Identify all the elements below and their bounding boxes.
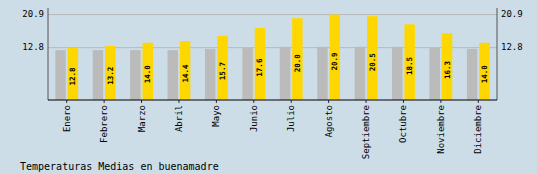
bar <box>55 50 65 100</box>
bar <box>292 18 302 100</box>
bar <box>255 28 265 100</box>
x-tick-label: Enero <box>62 105 72 132</box>
x-tick <box>440 100 441 103</box>
x-tick <box>328 100 329 103</box>
data-label: 20.0 <box>293 54 302 73</box>
x-tick-label: Marzo <box>137 105 147 132</box>
bar <box>142 43 152 100</box>
title: Temperaturas Medias en buenamadre <box>20 161 219 172</box>
bar <box>467 49 477 100</box>
data-label: 14.4 <box>181 64 190 83</box>
data-label: 14.0 <box>143 65 152 84</box>
bar <box>242 48 252 100</box>
bar <box>168 50 178 100</box>
x-tick-label: Febrero <box>99 105 109 143</box>
y2-axis-line <box>497 8 498 100</box>
data-label: 12.8 <box>68 67 77 86</box>
chart-container: 12.8 20.9 12.8 20.9 12.8 13.2 14.0 14.4 15.7 17.6… <box>0 0 537 174</box>
bar <box>479 43 489 100</box>
x-tick <box>216 100 217 103</box>
bar <box>130 50 140 100</box>
bar <box>367 16 377 100</box>
bar <box>105 46 115 100</box>
bars <box>55 15 489 100</box>
data-label: 16.3 <box>443 60 452 79</box>
x-tick-label: Diciembre <box>473 105 483 154</box>
x-tick <box>403 100 404 103</box>
data-label: 15.7 <box>218 62 227 80</box>
y-tick-label: 20.9 <box>22 9 44 19</box>
bar <box>180 41 190 100</box>
y2-tick-label: 20.9 <box>501 9 523 19</box>
y-axis-line <box>48 8 49 100</box>
x-tick <box>104 100 105 103</box>
x-tick <box>478 100 479 103</box>
bar <box>217 36 227 100</box>
data-label: 17.6 <box>255 58 264 77</box>
x-tick <box>291 100 292 103</box>
grid-line <box>48 14 497 15</box>
x-tick-label: Junio <box>249 105 259 132</box>
x-tick-label: Noviembre <box>436 105 446 154</box>
bar <box>404 24 414 100</box>
bar <box>317 47 327 100</box>
bar <box>355 47 365 100</box>
data-label: 18.5 <box>405 57 414 75</box>
bar <box>442 33 452 100</box>
data-label: 13.2 <box>106 67 115 85</box>
y-tick-label: 12.8 <box>22 42 44 52</box>
bar <box>330 15 340 100</box>
data-label: 20.9 <box>330 52 339 71</box>
y2-tick-label: 12.8 <box>501 42 523 52</box>
bar <box>205 49 215 100</box>
x-tick <box>141 100 142 103</box>
x-tick-label: Octubre <box>398 105 408 143</box>
data-label: 14.0 <box>480 65 489 84</box>
x-tick-label: Agosto <box>324 105 334 138</box>
data-label: 20.5 <box>368 53 377 71</box>
data-labels: 12.8 13.2 14.0 14.4 15.7 17.6 20.0 20.9 20.5 18.5… <box>68 52 489 85</box>
x-axis-line <box>48 99 497 100</box>
bar <box>280 47 290 100</box>
x-tick <box>253 100 254 103</box>
x-tick-label: Septiembre <box>361 105 371 159</box>
bar <box>392 47 402 100</box>
x-tick <box>366 100 367 103</box>
x-tick-label: Abril <box>174 105 184 132</box>
bar <box>68 48 78 100</box>
x-tick-label: Mayo <box>211 105 221 127</box>
x-tick-label: Julio <box>286 105 296 132</box>
chart: 12.8 20.9 12.8 20.9 12.8 13.2 14.0 14.4 15.7 17.6… <box>0 0 537 174</box>
x-tick <box>178 100 179 103</box>
bar <box>93 50 103 100</box>
bar <box>429 48 439 100</box>
x-tick <box>66 100 67 103</box>
